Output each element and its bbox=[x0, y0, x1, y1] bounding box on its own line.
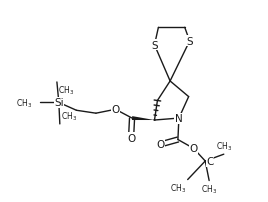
Text: CH$_3$: CH$_3$ bbox=[16, 97, 32, 109]
Text: CH$_3$: CH$_3$ bbox=[201, 183, 217, 195]
Text: CH$_3$: CH$_3$ bbox=[216, 140, 232, 153]
Polygon shape bbox=[132, 117, 154, 120]
Text: O: O bbox=[111, 105, 120, 115]
Text: S: S bbox=[186, 37, 193, 47]
Text: O: O bbox=[189, 144, 198, 154]
Text: C: C bbox=[206, 156, 214, 166]
Text: N: N bbox=[175, 114, 183, 123]
Text: O: O bbox=[127, 133, 135, 143]
Text: O: O bbox=[156, 140, 165, 150]
Text: CH$_3$: CH$_3$ bbox=[61, 110, 77, 122]
Text: S: S bbox=[151, 41, 158, 51]
Text: Si: Si bbox=[54, 98, 64, 108]
Text: CH$_3$: CH$_3$ bbox=[58, 84, 74, 97]
Text: CH$_3$: CH$_3$ bbox=[170, 182, 186, 194]
